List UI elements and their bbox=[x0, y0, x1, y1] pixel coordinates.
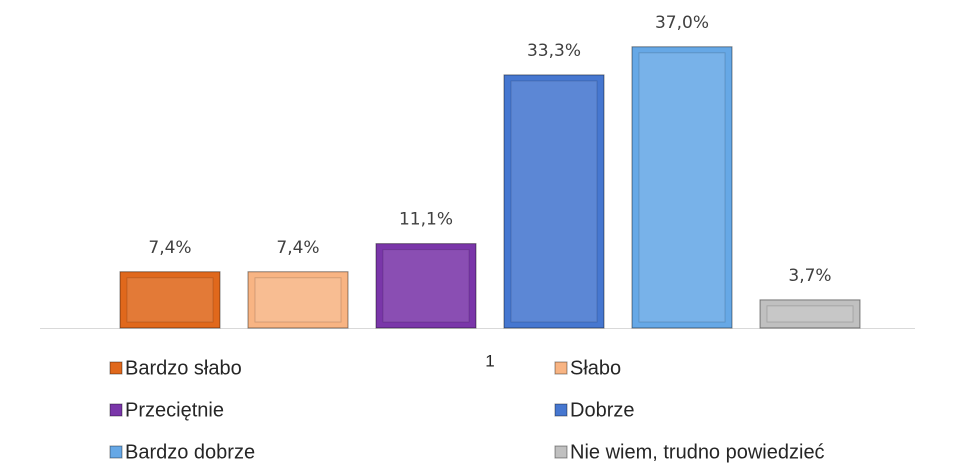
data-label: 37,0% bbox=[655, 13, 709, 33]
bar-bevel bbox=[382, 249, 470, 323]
bar bbox=[759, 299, 861, 329]
legend-label: Bardzo słabo bbox=[125, 357, 242, 379]
legend-swatch bbox=[554, 361, 568, 375]
legend-swatch bbox=[554, 445, 568, 459]
data-label: 11,1% bbox=[399, 210, 453, 230]
data-label: 7,4% bbox=[276, 238, 319, 258]
data-label: 3,7% bbox=[788, 266, 831, 286]
bar-bevel bbox=[254, 277, 342, 323]
x-tick-label: 1 bbox=[485, 351, 494, 370]
bar bbox=[631, 46, 733, 329]
legend-swatch bbox=[109, 403, 123, 417]
bar bbox=[119, 271, 221, 329]
legend-swatch bbox=[109, 361, 123, 375]
bar-bevel bbox=[126, 277, 214, 323]
legend-label: Nie wiem, trudno powiedzieć bbox=[570, 441, 825, 463]
data-label: 33,3% bbox=[527, 41, 581, 61]
bar bbox=[247, 271, 349, 329]
bar bbox=[503, 74, 605, 329]
bar-bevel bbox=[510, 80, 598, 323]
bar bbox=[375, 243, 477, 329]
legend-label: Dobrze bbox=[570, 399, 634, 421]
legend-swatch bbox=[109, 445, 123, 459]
data-label: 7,4% bbox=[148, 238, 191, 258]
legend-label: Bardzo dobrze bbox=[125, 441, 255, 463]
bar-bevel bbox=[638, 52, 726, 323]
legend-label: Słabo bbox=[570, 357, 621, 379]
bar-bevel bbox=[766, 305, 854, 323]
legend-swatch bbox=[554, 403, 568, 417]
legend-label: Przeciętnie bbox=[125, 399, 224, 421]
